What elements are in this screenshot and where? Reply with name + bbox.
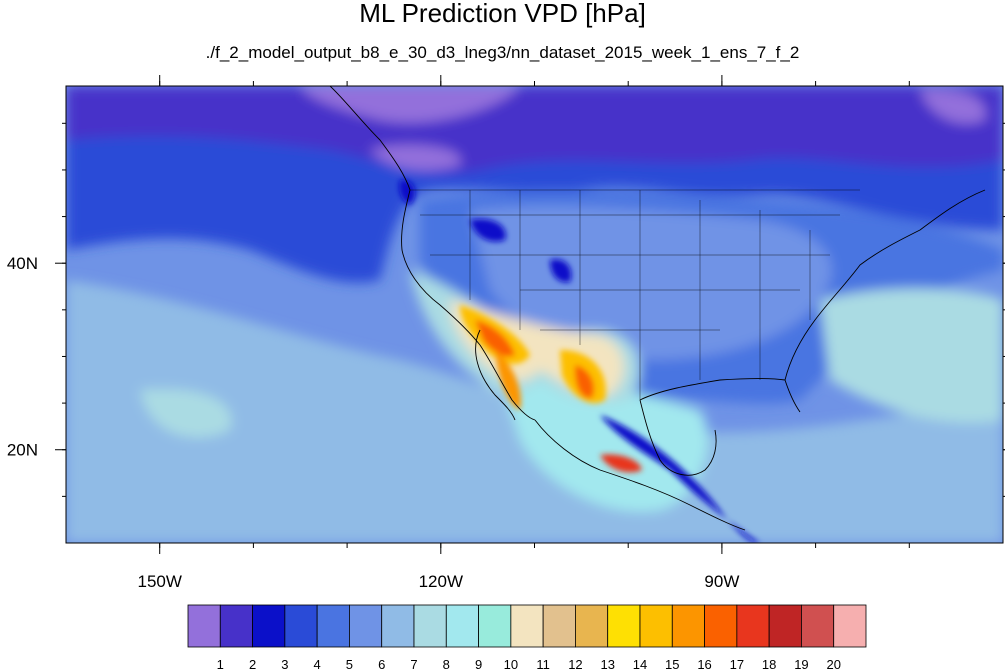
axis-ticks: 150W 120W 90W 40N 20N bbox=[7, 75, 1005, 591]
colorbar-label: 15 bbox=[665, 657, 679, 672]
colorbar-label: 7 bbox=[410, 657, 417, 672]
greenland-patch bbox=[920, 89, 986, 124]
map-subtitle: ./f_2_model_output_b8_e_30_d3_lneg3/nn_d… bbox=[205, 43, 800, 62]
colorbar-label: 13 bbox=[600, 657, 614, 672]
colorbar-label: 10 bbox=[504, 657, 518, 672]
colorbar-label: 18 bbox=[762, 657, 776, 672]
colorbar-box bbox=[510, 604, 544, 648]
colorbar-label: 9 bbox=[475, 657, 482, 672]
colorbar-label: 14 bbox=[633, 657, 647, 672]
rockies-cool bbox=[470, 218, 506, 242]
colorbar-label: 19 bbox=[794, 657, 808, 672]
lon-tick-label: 120W bbox=[419, 572, 463, 591]
vpd-field bbox=[66, 86, 1003, 543]
colorbar-box bbox=[575, 604, 609, 648]
central-mexico-hot bbox=[600, 454, 642, 473]
colorbar-box bbox=[704, 604, 738, 648]
colorbar-box bbox=[349, 604, 383, 648]
colorbar-label: 8 bbox=[443, 657, 450, 672]
colorbar-box bbox=[381, 604, 415, 648]
arctic-band bbox=[66, 86, 1003, 173]
colorbar-label: 11 bbox=[536, 657, 550, 672]
colorbar-label: 17 bbox=[730, 657, 744, 672]
colorbar-box bbox=[607, 604, 641, 648]
pacific-patch bbox=[140, 389, 232, 438]
colorbar-label: 16 bbox=[697, 657, 711, 672]
mexico-highland-cool bbox=[600, 415, 760, 543]
colorbar-box bbox=[639, 604, 673, 648]
colorbar-box bbox=[284, 604, 318, 648]
cascades-cool bbox=[399, 179, 416, 205]
colorbar-box bbox=[413, 604, 447, 648]
lon-tick-label: 90W bbox=[704, 572, 739, 591]
colorbar-label: 12 bbox=[568, 657, 582, 672]
colorbar: 1 2 3 4 5 6 7 8 9 10 11 12 13 14 15 16 17 18 19 20 bbox=[187, 604, 867, 672]
lat-tick-label: 40N bbox=[7, 254, 38, 273]
colorbar-box bbox=[542, 604, 576, 648]
colorbar-box bbox=[252, 604, 286, 648]
colorbar-box bbox=[219, 604, 253, 648]
colorbar-label: 6 bbox=[378, 657, 385, 672]
colorbar-label: 20 bbox=[826, 657, 840, 672]
lat-tick-label: 20N bbox=[7, 441, 38, 460]
sonoran-core bbox=[475, 320, 515, 357]
lon-tick-label: 150W bbox=[137, 572, 181, 591]
alaska-patch bbox=[300, 86, 520, 123]
chihuahua-core bbox=[574, 365, 595, 399]
colorbar-box bbox=[736, 604, 770, 648]
colorbar-box bbox=[768, 604, 802, 648]
colorbar-label: 4 bbox=[314, 657, 321, 672]
atlantic-patch bbox=[820, 288, 1003, 423]
colorbar-label: 5 bbox=[346, 657, 353, 672]
bc-patch bbox=[370, 145, 461, 171]
colorbar-box bbox=[801, 604, 835, 648]
colorado-cool bbox=[550, 259, 572, 283]
central-plains bbox=[470, 205, 832, 360]
colorbar-box bbox=[316, 604, 350, 648]
colorbar-box bbox=[445, 604, 479, 648]
colorbar-label: 2 bbox=[249, 657, 256, 672]
state-borders bbox=[410, 189, 860, 400]
colorbar-label: 3 bbox=[281, 657, 288, 672]
coastlines bbox=[329, 86, 986, 531]
colorbar-box bbox=[478, 604, 512, 648]
colorbar-box bbox=[833, 604, 867, 648]
map-title: ML Prediction VPD [hPa] bbox=[359, 0, 646, 28]
colorbar-box bbox=[671, 604, 705, 648]
colorbar-label: 1 bbox=[217, 657, 224, 672]
baja-hot bbox=[495, 350, 521, 410]
gulf-patch bbox=[500, 380, 708, 512]
colorbar-box bbox=[187, 604, 221, 648]
